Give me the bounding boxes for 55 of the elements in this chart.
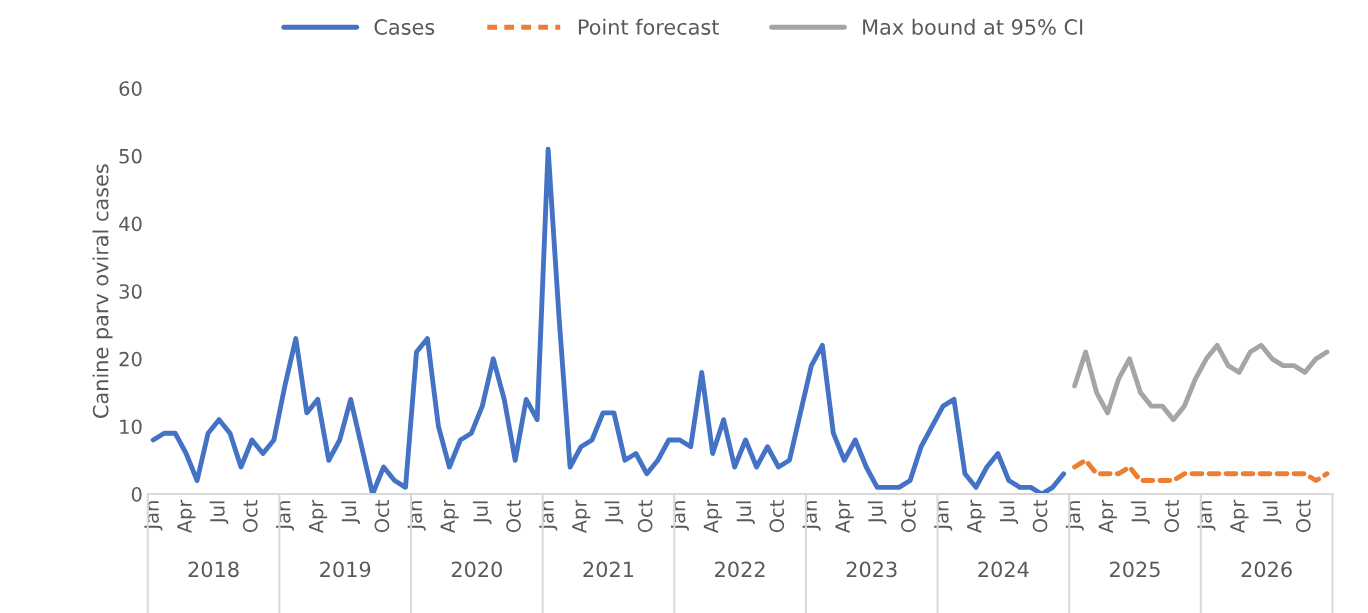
text: 2018 bbox=[188, 561, 239, 578]
text: 2025 bbox=[1110, 561, 1160, 578]
text: 2019 bbox=[320, 561, 371, 578]
x-tick-label: Oct bbox=[1164, 500, 1180, 533]
x-tick-label: Jul bbox=[341, 501, 360, 525]
x-tick-label: Apr bbox=[703, 499, 723, 534]
x-tick-label: Apr bbox=[1098, 499, 1117, 534]
y-axis-title: Canine parv oviral cases bbox=[92, 164, 113, 418]
x-tick-label: Apr bbox=[308, 499, 328, 534]
x-tick-label: Oct bbox=[1032, 500, 1048, 533]
x-tick-label: Oct bbox=[901, 500, 916, 533]
line-series bbox=[1072, 457, 1330, 483]
line-series bbox=[1072, 342, 1330, 423]
x-tick-label: Jul bbox=[867, 501, 887, 525]
x-tick-label: Apr bbox=[440, 499, 459, 534]
y-tick-label: 50 bbox=[119, 148, 142, 164]
text: 2020 bbox=[451, 561, 502, 578]
text: 2022 bbox=[715, 561, 765, 578]
legend-label: Point forecast bbox=[578, 18, 719, 35]
x-tick-label: Jan bbox=[1197, 501, 1216, 531]
x-tick-label: Jul bbox=[472, 501, 492, 525]
x-tick-label: Jan bbox=[934, 501, 953, 531]
x-tick-label: Oct bbox=[1295, 500, 1311, 533]
legend-label: Cases bbox=[374, 19, 435, 35]
x-tick-label: Jul bbox=[999, 501, 1019, 525]
x-tick-label: Oct bbox=[242, 500, 258, 533]
x-tick-label: Oct bbox=[374, 500, 390, 533]
x-tick-label: Oct bbox=[506, 500, 521, 533]
text: 2023 bbox=[846, 561, 897, 578]
y-tick-label: 10 bbox=[120, 419, 142, 435]
x-tick-label: Oct bbox=[637, 500, 653, 533]
x-tick-label: Jan bbox=[144, 501, 163, 531]
x-tick-label: Jul bbox=[604, 501, 624, 525]
text: 2021 bbox=[583, 561, 634, 578]
y-tick-label: 60 bbox=[119, 81, 142, 96]
x-tick-label: Apr bbox=[835, 499, 854, 534]
x-tick-label: Apr bbox=[177, 499, 196, 534]
x-tick-label: Jan bbox=[802, 501, 821, 531]
x-tick-label: Jan bbox=[539, 501, 558, 531]
x-tick-label: Apr bbox=[572, 499, 591, 534]
text: 2026 bbox=[1241, 561, 1292, 578]
x-tick-label: Jul bbox=[1131, 501, 1150, 525]
legend-label: Max bound at 95% CI bbox=[863, 18, 1083, 35]
text: 2024 bbox=[978, 561, 1029, 578]
y-tick-label: 20 bbox=[119, 351, 142, 367]
y-tick-label: 30 bbox=[119, 284, 142, 299]
y-tick-label: 0 bbox=[131, 487, 142, 502]
x-tick-label: Oct bbox=[769, 500, 785, 533]
x-tick-label: Jul bbox=[1262, 501, 1282, 525]
x-tick-label: Apr bbox=[967, 499, 986, 534]
x-tick-label: Jul bbox=[209, 501, 229, 525]
line-series bbox=[150, 146, 1067, 495]
x-tick-label: Jul bbox=[736, 501, 755, 525]
y-tick-label: 40 bbox=[119, 216, 142, 232]
x-tick-label: Apr bbox=[1230, 499, 1249, 534]
